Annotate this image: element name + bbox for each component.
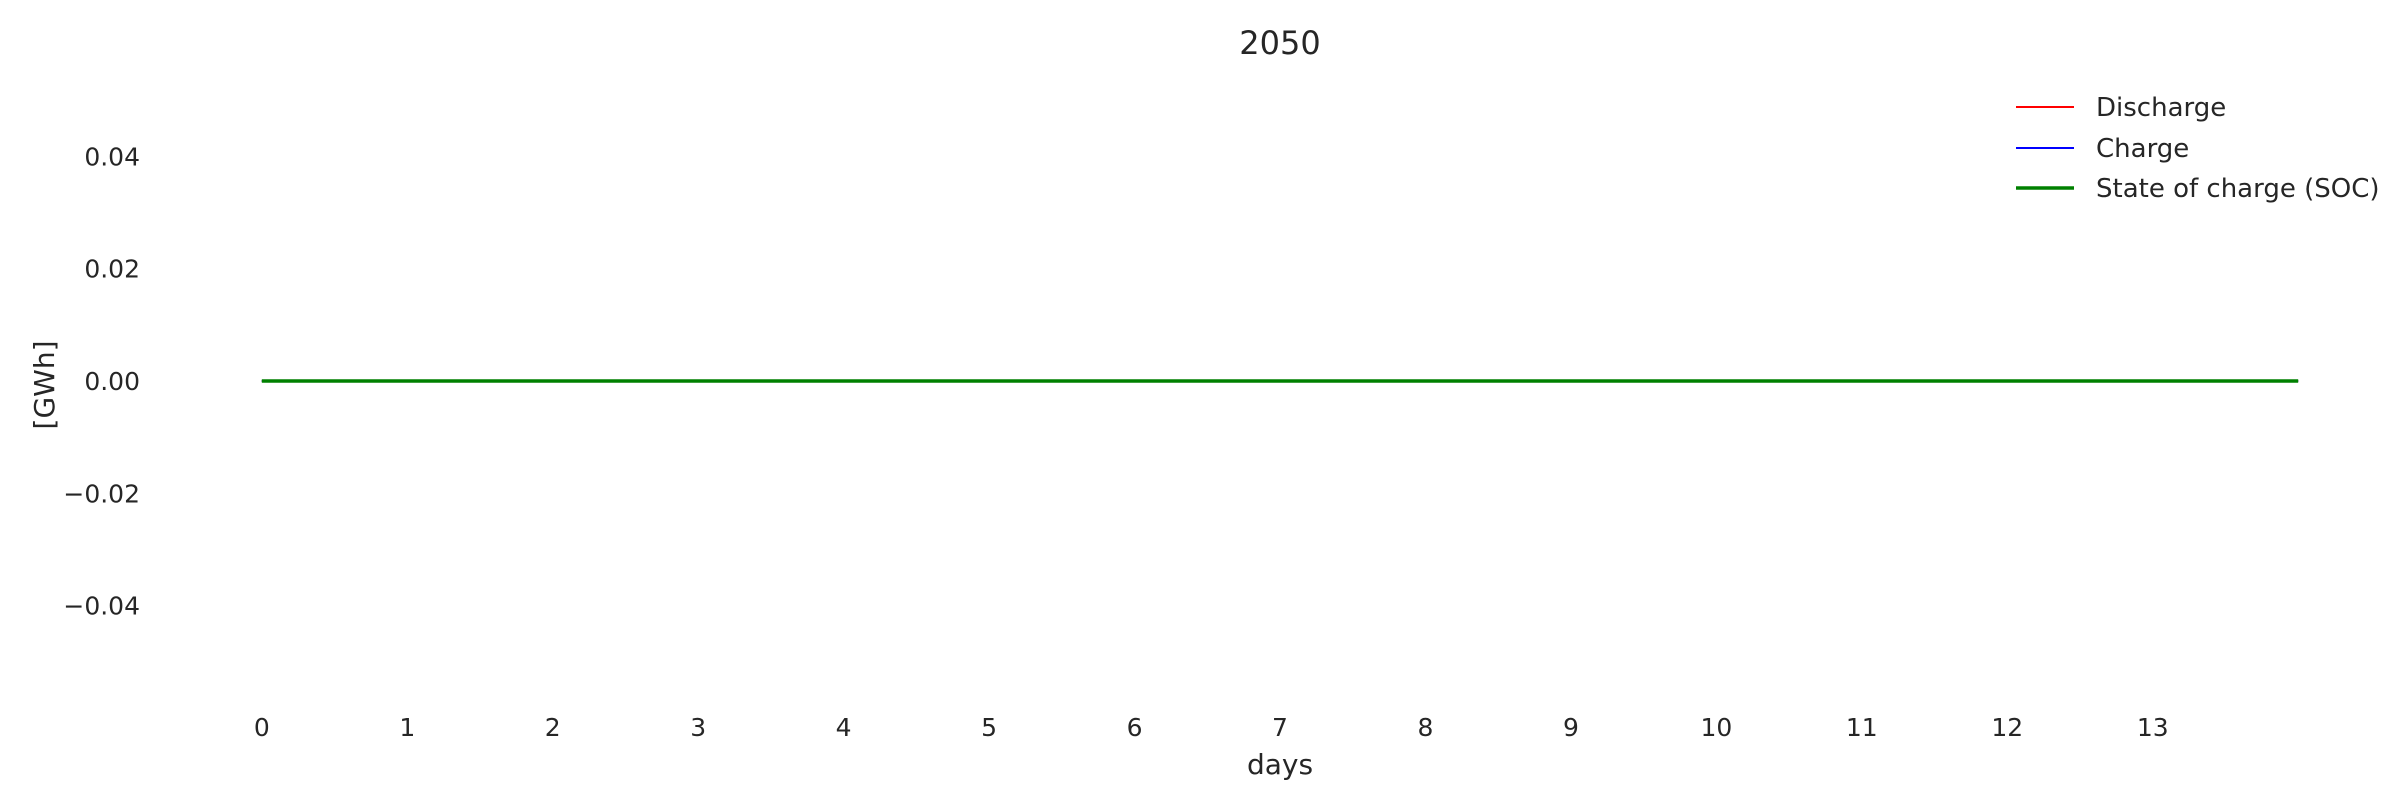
chart-title: 2050 xyxy=(1239,24,1320,62)
legend-label-discharge: Discharge xyxy=(2096,93,2226,123)
y-tick-label: −0.04 xyxy=(63,592,140,621)
y-tick-label: 0.00 xyxy=(84,367,140,396)
x-tick-label: 6 xyxy=(1127,713,1143,742)
x-tick-label: 8 xyxy=(1418,713,1434,742)
x-tick-label: 3 xyxy=(690,713,706,742)
x-tick-label: 13 xyxy=(2137,713,2169,742)
x-tick-label: 0 xyxy=(254,713,270,742)
x-tick-label: 4 xyxy=(836,713,852,742)
x-axis-label: days xyxy=(1247,748,1313,781)
legend-label-charge: Charge xyxy=(2096,134,2189,164)
x-tick-label: 2 xyxy=(545,713,561,742)
x-tick-label: 5 xyxy=(981,713,997,742)
y-tick-label: −0.02 xyxy=(63,479,140,508)
x-tick-label: 10 xyxy=(1700,713,1732,742)
legend-item-charge: Charge xyxy=(2016,134,2189,164)
legend-item-discharge: Discharge xyxy=(2016,93,2226,123)
x-axis-ticks: 0 1 2 3 4 5 6 7 8 9 10 11 12 13 xyxy=(254,713,2169,742)
legend: Discharge Charge State of charge (SOC) xyxy=(2016,93,2380,204)
legend-label-soc: State of charge (SOC) xyxy=(2096,174,2380,204)
y-axis-label: [GWh] xyxy=(28,341,61,430)
x-tick-label: 9 xyxy=(1563,713,1579,742)
y-axis-ticks: 0.04 0.02 0.00 −0.02 −0.04 xyxy=(63,142,140,620)
y-tick-label: 0.04 xyxy=(84,142,140,171)
x-tick-label: 11 xyxy=(1846,713,1878,742)
x-tick-label: 12 xyxy=(1991,713,2023,742)
legend-item-soc: State of charge (SOC) xyxy=(2016,174,2380,204)
x-tick-label: 7 xyxy=(1272,713,1288,742)
y-tick-label: 0.02 xyxy=(84,255,140,284)
x-tick-label: 1 xyxy=(399,713,415,742)
